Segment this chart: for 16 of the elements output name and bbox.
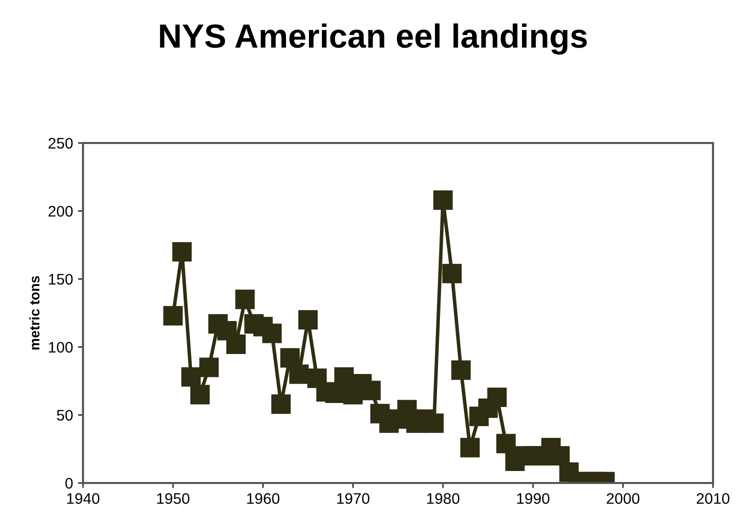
y-tick-label: 0 xyxy=(65,478,73,489)
x-tick-label: 1970 xyxy=(337,493,370,504)
y-tick-label: 250 xyxy=(48,138,73,149)
y-tick-label: 100 xyxy=(48,342,73,353)
y-tick-label: 50 xyxy=(56,410,73,421)
x-tick-label: 1950 xyxy=(157,493,190,504)
chart-title: NYS American eel landings xyxy=(160,23,587,55)
x-tick-label: 1960 xyxy=(247,493,280,504)
x-tick-label: 2010 xyxy=(696,493,730,504)
y-tick-label: 200 xyxy=(48,206,73,217)
y-axis-title: metric tons xyxy=(29,276,40,350)
x-tick-label: 2000 xyxy=(606,493,640,504)
y-tick-label: 150 xyxy=(48,274,73,285)
x-tick-label: 1990 xyxy=(517,493,550,504)
x-tick-label: 1940 xyxy=(67,493,100,504)
x-tick-label: 1980 xyxy=(427,493,460,504)
